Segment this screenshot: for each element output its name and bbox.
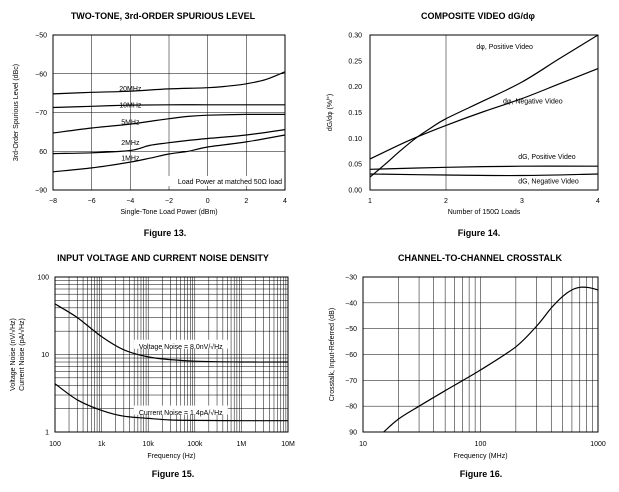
fig14-y-tick-label: 0.30 <box>348 33 362 40</box>
fig13-series-10mhz <box>52 104 286 109</box>
fig15-x-tick-label: 10k <box>143 441 155 448</box>
fig13-title: TWO-TONE, 3rd-ORDER SPURIOUS LEVEL <box>71 11 256 21</box>
fig13-x-tick-label: 2 <box>244 198 248 205</box>
fig15-y-axis-label-current: Current Noise (pA/√Hz) <box>18 318 26 391</box>
fig15-y-tick-label: 100 <box>37 275 49 282</box>
fig13-y-axis-label: 3rd-Order Spurious Level (dBc) <box>13 64 20 161</box>
fig16-series-crosstalk <box>383 286 599 433</box>
fig15-y-tick-label: 1 <box>45 430 49 437</box>
fig13-series-label-10mhz: 10MHz <box>119 102 142 109</box>
fig16-y-axis-label: Crosstalk, Input-Referred (dB) <box>329 308 336 401</box>
fig14-y-tick-label: 0.00 <box>348 188 362 195</box>
fig14-y-tick-label: 0.10 <box>348 136 362 143</box>
fig14-y-tick-label: 0.05 <box>348 162 362 169</box>
fig15-series-label-bg <box>133 405 228 415</box>
fig16-x-tick-label: 10 <box>359 441 367 448</box>
fig15-series-label-bg <box>133 339 228 349</box>
fig15-x-tick-label: 100 <box>49 441 61 448</box>
fig15-y-axis-label-voltage: Voltage Noise (nV/√Hz) <box>9 318 17 391</box>
fig15-x-axis-label: Frequency (Hz) <box>147 453 195 460</box>
fig13-x-tick-label: 0 <box>206 198 210 205</box>
fig16-gridlines <box>363 277 598 432</box>
fig14-x-tick-label: 2 <box>444 198 448 205</box>
fig13-x-tick-label: −8 <box>49 198 57 205</box>
fig13-series-1mhz <box>52 134 286 173</box>
fig15-y-tick-label: 10 <box>41 352 49 359</box>
fig15-title: INPUT VOLTAGE AND CURRENT NOISE DENSITY <box>57 253 269 263</box>
fig16-plot-frame <box>362 276 599 433</box>
fig14-series-label-d-positive-video: dφ, Positive Video <box>476 44 533 51</box>
fig13-series-2mhz <box>52 129 286 155</box>
fig13-annotation-bg <box>150 176 282 186</box>
fig16-x-axis-label: Frequency (MHz) <box>453 453 507 460</box>
fig16-y-tick-label: −70 <box>345 378 357 385</box>
fig14-series-d-negative-video <box>369 68 599 160</box>
fig14-series-dg-negative-video <box>369 173 599 177</box>
fig14-chart: COMPOSITE VIDEO dG/dφ Figure 14. 1 2 3 4 0.00 0… <box>326 11 600 238</box>
fig13-series-20mhz <box>52 71 286 95</box>
fig16-y-tick-label: −60 <box>345 352 357 359</box>
fig14-title: COMPOSITE VIDEO dG/dφ <box>421 11 536 21</box>
fig13-x-tick-label: 4 <box>283 198 287 205</box>
fig15-x-tick-label: 1k <box>98 441 106 448</box>
fig14-series-d-positive-video <box>369 34 599 178</box>
fig15-plot-frame <box>54 276 289 433</box>
fig13-annotation: Load Power at matched 50Ω load <box>178 179 282 186</box>
fig15-x-tick-label: 100k <box>187 441 203 448</box>
fig13-series-label-2mhz: 2MHz <box>121 140 140 147</box>
fig13-series-label-5mhz: 5MHz <box>121 119 140 126</box>
fig16-title: CHANNEL-TO-CHANNEL CROSSTALK <box>398 253 562 263</box>
fig16-chart: CHANNEL-TO-CHANNEL CROSSTALK Figure 16. 10… <box>329 253 606 479</box>
fig15-x-tick-label: 1M <box>237 441 247 448</box>
fig13-series-5mhz <box>52 113 286 134</box>
fig14-series-label-dg-negative-video: dG, Negative Video <box>518 179 579 186</box>
fig14-series-label-dg-positive-video: dG, Positive Video <box>518 154 576 161</box>
fig13-y-tick-label: 60 <box>39 149 47 156</box>
fig13-x-axis-label: Single-Tone Load Power (dBm) <box>120 209 217 216</box>
fig13-plot-frame <box>52 34 286 191</box>
fig14-y-tick-label: 0.25 <box>348 58 362 65</box>
fig14-y-axis-label: dG/dφ (%/°) <box>326 94 334 131</box>
fig14-x-tick-label: 3 <box>520 198 524 205</box>
fig16-figure-label: Figure 16. <box>460 469 503 479</box>
fig13-x-tick-label: −4 <box>126 198 134 205</box>
fig15-chart: INPUT VOLTAGE AND CURRENT NOISE DENSITY F… <box>9 253 295 479</box>
fig16-x-tick-label: 100 <box>475 441 487 448</box>
fig13-x-tick-label: −6 <box>88 198 96 205</box>
fig15-series-label-current-noise: Current Noise = 1.4pA/√Hz <box>139 409 223 417</box>
fig14-x-tick-label: 4 <box>596 198 600 205</box>
fig14-x-axis-label: Number of 150Ω Loads <box>448 209 521 216</box>
fig14-x-tick-label: 1 <box>368 198 372 205</box>
fig14-series-dg-positive-video <box>369 165 599 170</box>
fig13-figure-label: Figure 13. <box>144 228 187 238</box>
fig13-chart: TWO-TONE, 3rd-ORDER SPURIOUS LEVEL Figure… <box>13 11 287 238</box>
fig16-y-tick-label: −80 <box>345 404 357 411</box>
fig14-series-label-d-negative-video: dφ, Negative Video <box>503 99 563 106</box>
fig16-y-tick-label: −40 <box>345 300 357 307</box>
fig13-gridlines <box>52 34 286 191</box>
fig14-figure-label: Figure 14. <box>458 228 501 238</box>
fig13-series-label-1mhz: 1MHz <box>121 156 140 163</box>
fig13-y-tick-label: −90 <box>35 188 47 195</box>
fig16-y-tick-label: −30 <box>345 275 357 282</box>
fig14-y-tick-label: 0.15 <box>348 110 362 117</box>
fig13-y-tick-label: −70 <box>35 110 47 117</box>
fig16-x-tick-label: 1000 <box>590 441 606 448</box>
fig13-y-tick-label: −60 <box>35 71 47 78</box>
fig13-series-label-20mhz: 20MHz <box>119 86 142 93</box>
fig15-figure-label: Figure 15. <box>152 469 195 479</box>
fig16-y-tick-label: 90 <box>349 430 357 437</box>
fig16-y-tick-label: −50 <box>345 326 357 333</box>
fig15-series-voltage-noise <box>54 303 289 363</box>
fig14-y-tick-label: 0.20 <box>348 84 362 91</box>
fig15-x-tick-label: 10M <box>281 441 295 448</box>
fig14-plot-frame <box>369 34 599 191</box>
fig15-series-label-voltage-noise: Voltage Noise = 8.0nV/√Hz <box>139 343 223 351</box>
fig15-series-current-noise <box>54 383 288 422</box>
fig13-y-tick-label: −50 <box>35 33 47 40</box>
fig13-x-tick-label: −2 <box>165 198 173 205</box>
